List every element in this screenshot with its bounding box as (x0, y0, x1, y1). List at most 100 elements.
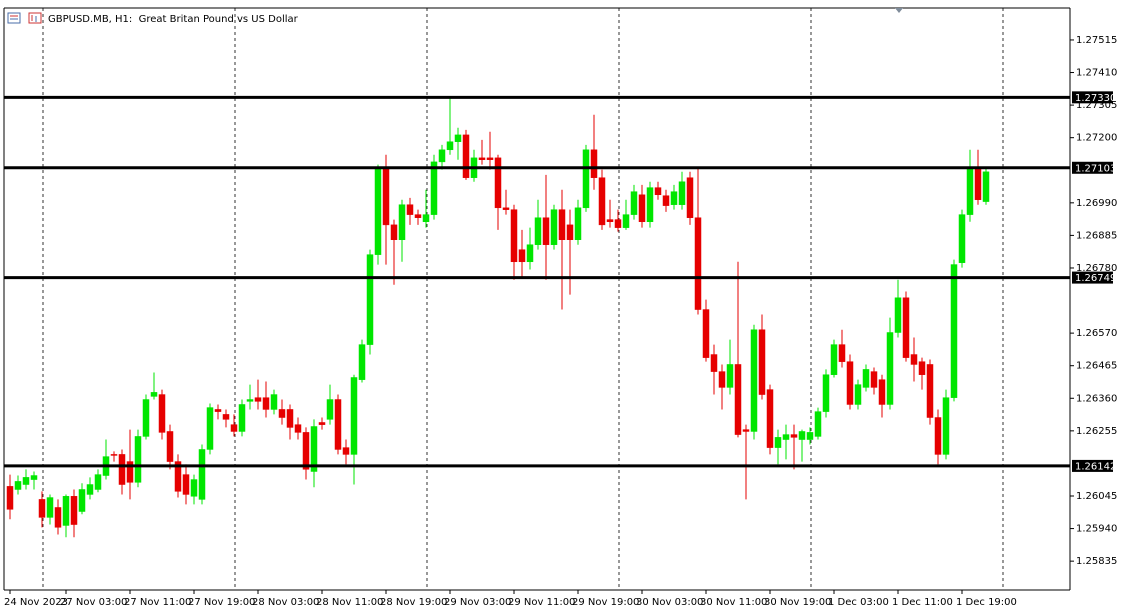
x-tick-label: 1 Dec 19:00 (956, 597, 1017, 608)
candle-body (734, 364, 742, 435)
candle-body (518, 249, 526, 263)
y-tick-label: 1.27305 (1076, 100, 1117, 111)
candle-body (270, 394, 278, 410)
icon[interactable] (7, 12, 21, 24)
candle-body (614, 219, 622, 228)
candle-body (46, 497, 54, 518)
candle-body (630, 191, 638, 215)
candle-body (230, 424, 238, 432)
candle-body (886, 332, 894, 405)
candle-body (814, 411, 822, 437)
chart-icons (7, 12, 42, 24)
candle-body (430, 161, 438, 215)
chart-title: GBPUSD.MB, H1: Great Britan Pound vs US … (48, 14, 299, 25)
candle-body (286, 409, 294, 428)
candle-body (142, 399, 150, 437)
candle-body (478, 157, 486, 160)
y-tick-label: 1.25835 (1076, 556, 1117, 567)
candle-body (822, 374, 830, 412)
candle-body (486, 157, 494, 160)
x-tick-label: 29 Nov 11:00 (508, 597, 575, 608)
candle-body (718, 371, 726, 388)
candle-body (670, 191, 678, 205)
candle-body (366, 254, 374, 345)
candle-body (870, 371, 878, 388)
y-tick-label: 1.27410 (1076, 68, 1117, 79)
candle-body (838, 344, 846, 362)
candle-body (542, 217, 550, 245)
candle-body (350, 377, 358, 455)
candle-body (86, 484, 94, 495)
x-tick-label: 1 Dec 03:00 (828, 597, 889, 608)
level-label-box (1072, 459, 1113, 472)
candle-body (846, 361, 854, 405)
x-tick-label: 29 Nov 19:00 (572, 597, 639, 608)
icon[interactable] (28, 12, 42, 24)
candle-body (726, 364, 734, 388)
x-tick-label: 27 Nov 11:00 (124, 597, 191, 608)
candle-body (950, 264, 958, 398)
candle-body (334, 399, 342, 450)
candle-body (942, 397, 950, 455)
candle-body (750, 329, 758, 432)
candle-body (446, 141, 454, 151)
candle-body (182, 474, 190, 495)
candle-body (806, 432, 814, 440)
level-label: 1.27330 (1075, 93, 1116, 104)
y-tick-label: 1.27200 (1076, 133, 1117, 144)
candle-body (134, 436, 142, 483)
candle-body (910, 354, 918, 365)
candle-body (766, 389, 774, 448)
candle-body (646, 187, 654, 223)
candle-body (22, 477, 30, 485)
candle-body (278, 409, 286, 418)
candle-body (982, 171, 990, 202)
candle-body (774, 437, 782, 448)
candle-body (902, 297, 910, 358)
y-tick-label: 1.26465 (1076, 361, 1117, 372)
candle-body (502, 207, 510, 210)
candle-body (582, 149, 590, 209)
candle-body (782, 434, 790, 440)
level-label: 1.26749 (1075, 273, 1116, 284)
candle-body (862, 369, 870, 388)
candle-body (590, 149, 598, 178)
candle-body (462, 134, 470, 178)
x-tick-label: 29 Nov 03:00 (444, 597, 511, 608)
x-tick-label: 1 Dec 11:00 (892, 597, 953, 608)
candle-body (606, 219, 614, 223)
candle-body (878, 379, 886, 405)
candle-body (254, 397, 262, 402)
candle-body (342, 447, 350, 455)
candle-body (166, 431, 174, 462)
shift-marker[interactable] (895, 8, 903, 13)
x-tick-label: 30 Nov 11:00 (700, 597, 767, 608)
x-tick-label: 27 Nov 19:00 (188, 597, 255, 608)
candle-body (126, 461, 134, 483)
x-tick-label: 27 Nov 03:00 (60, 597, 127, 608)
candle-body (190, 479, 198, 497)
candle-body (382, 167, 390, 226)
candle-body (574, 207, 582, 240)
candle-body (222, 414, 230, 420)
y-tick-label: 1.26990 (1076, 198, 1117, 209)
x-tick-label: 28 Nov 11:00 (316, 597, 383, 608)
candle-body (534, 217, 542, 245)
candle-body (966, 167, 974, 215)
candle-body (206, 407, 214, 450)
candle-body (934, 417, 942, 455)
candle-body (150, 392, 158, 397)
candle-body (54, 507, 62, 528)
candle-body (110, 454, 118, 456)
candle-body (14, 481, 22, 490)
candle-body (918, 361, 926, 375)
x-tick-label: 28 Nov 19:00 (380, 597, 447, 608)
candle-body (526, 244, 534, 263)
level-label-box (1072, 91, 1113, 104)
candle-body (854, 384, 862, 405)
candle-body (94, 474, 102, 490)
candle-body (790, 434, 798, 438)
candle-body (302, 432, 310, 470)
candle-body (830, 344, 838, 375)
